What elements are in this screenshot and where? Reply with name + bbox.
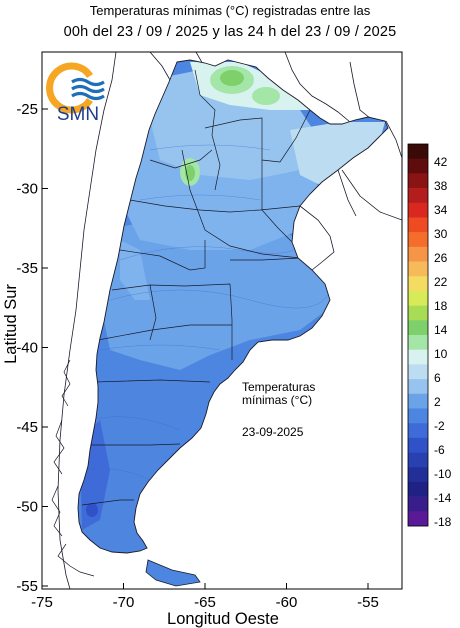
y-axis-label: Latitud Sur [2, 284, 20, 364]
colorbar-label: -2 [434, 419, 445, 433]
y-tick-label: -40 [16, 340, 38, 357]
colorbar-label: 34 [434, 203, 448, 217]
colorbar-swatch [408, 496, 428, 512]
colorbar-label: 2 [434, 395, 441, 409]
colorbar: 42 38 34 30 26 22 18 14 10 6 2 -2 -6 -10 -14 -18 [407, 143, 452, 529]
colorbar-swatch [408, 481, 428, 497]
colorbar-label: -6 [434, 443, 445, 457]
colorbar-swatch [408, 158, 428, 174]
x-tick-label: -65 [194, 594, 216, 611]
colorbar-label: 38 [434, 179, 448, 193]
colorbar-label: 6 [434, 371, 441, 385]
x-tick-label: -70 [113, 594, 135, 611]
y-tick-label: -35 [16, 260, 38, 277]
colorbar-swatch [408, 408, 428, 424]
axis-ticks: -75 -70 -65 -60 -55 -25 -30 -35 -40 -45 -50 -55 [16, 101, 379, 611]
smn-sun-waves-icon [46, 62, 105, 114]
colorbar-swatch [408, 202, 428, 218]
annotation-date: 23-09-2025 [242, 425, 304, 439]
annotation-line2: mínimas (°C) [242, 393, 313, 407]
province-borders [81, 69, 311, 506]
colorbar-label: 14 [434, 323, 448, 337]
y-tick-label: -55 [16, 578, 38, 595]
map-title-line1: Temperaturas mínimas (°C) registradas en… [89, 3, 371, 18]
chile-coast-islands [51, 359, 95, 577]
colorbar-swatch [408, 217, 428, 233]
colorbar-label: -14 [434, 491, 452, 505]
colorbar-swatch [408, 437, 428, 453]
y-tick-label: -45 [16, 419, 38, 436]
colorbar-label: 22 [434, 275, 448, 289]
colorbar-swatch [408, 188, 428, 204]
y-tick-label: -25 [16, 101, 38, 118]
colorbar-label: 30 [434, 227, 448, 241]
x-tick-label: -55 [357, 594, 379, 611]
annotation-title: Temperaturas mínimas (°C) [242, 381, 315, 407]
colorbar-label: 10 [434, 347, 448, 361]
x-axis-label: Longitud Oeste [167, 610, 279, 628]
colorbar-swatch [408, 305, 428, 321]
colorbar-swatch [408, 379, 428, 395]
smn-logo-text: SMN [57, 104, 99, 125]
colorbar-swatch [408, 320, 428, 336]
tierra-del-fuego [145, 559, 201, 587]
annotation-line1: Temperaturas [242, 380, 316, 394]
colorbar-swatch [408, 452, 428, 468]
colorbar-label: -18 [434, 515, 452, 529]
colorbar-swatch [408, 423, 428, 439]
x-tick-label: -75 [31, 594, 53, 611]
colorbar-swatch [408, 232, 428, 248]
y-tick-label: -30 [16, 181, 38, 198]
colorbar-swatch [408, 467, 428, 483]
colorbar-label: 26 [434, 251, 448, 265]
colorbar-swatch [408, 511, 428, 527]
smn-logo: SMN [46, 62, 105, 125]
colorbar-swatch [408, 144, 428, 159]
colorbar-label: -10 [434, 467, 452, 481]
colorbar-swatch [408, 335, 428, 350]
colorbar-swatch [408, 364, 428, 380]
y-tick-label: -50 [16, 499, 38, 516]
colorbar-swatch [408, 261, 428, 277]
colorbar-label: 42 [434, 155, 448, 169]
colorbar-swatch [408, 173, 428, 189]
x-tick-label: -60 [276, 594, 298, 611]
colorbar-swatch [408, 290, 428, 306]
map-title-line2: 00h del 23 / 09 / 2025 y las 24 h del 23… [63, 24, 397, 40]
colorbar-swatch [408, 349, 428, 365]
colorbar-label: 18 [434, 299, 448, 313]
colorbar-swatch [408, 276, 428, 292]
colorbar-swatch [408, 246, 428, 262]
colorbar-swatch [408, 393, 428, 409]
